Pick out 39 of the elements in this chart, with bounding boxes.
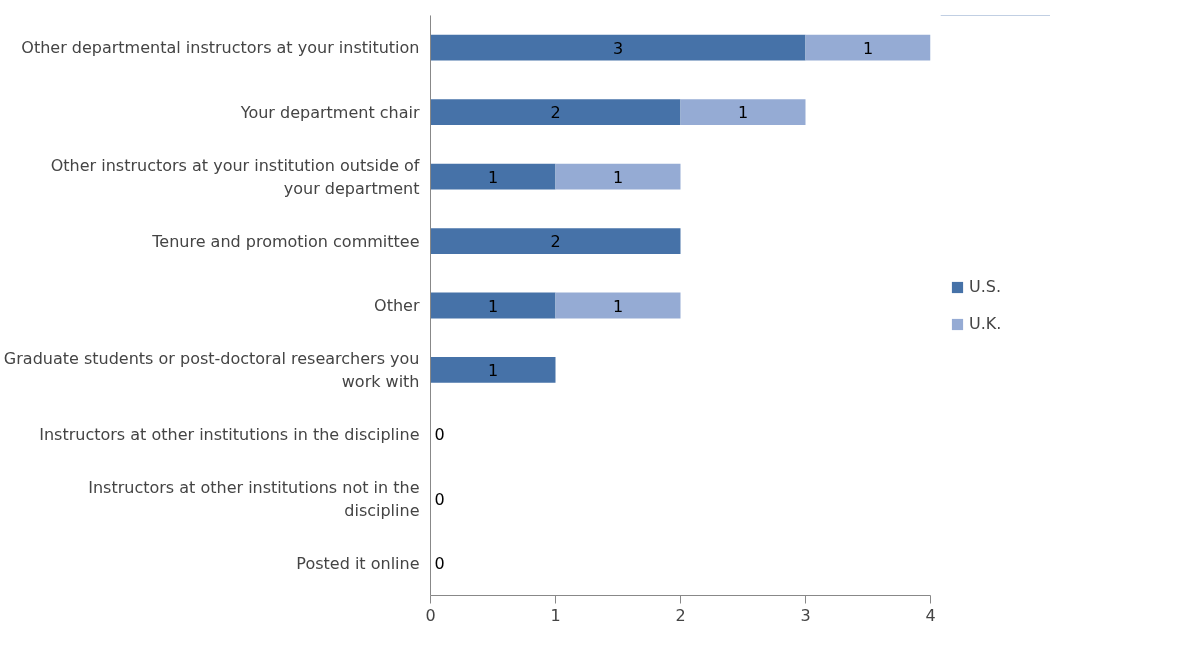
bar [430, 99, 681, 126]
bar [430, 292, 556, 319]
y-tick-label: Your department chair [239, 102, 420, 122]
bar [555, 292, 681, 319]
data-label: 1 [737, 103, 749, 123]
data-label: 1 [862, 38, 874, 58]
data-label: 2 [550, 103, 561, 123]
bar [555, 163, 681, 190]
bar [430, 357, 556, 383]
bar [805, 34, 931, 61]
y-tick-label: Other [374, 296, 420, 315]
bar [430, 228, 681, 254]
x-tick-label: 3 [800, 605, 811, 625]
data-label: 1 [487, 360, 499, 380]
y-tick-label: Posted it online [296, 553, 420, 573]
y-tick-label: Instructors at other institutions not in the discipline [88, 477, 420, 520]
legend-label: U.S. [969, 277, 1002, 296]
data-label: 1 [487, 167, 499, 187]
x-tick-label: 4 [925, 605, 936, 625]
bar [680, 99, 806, 126]
x-tick-label: 2 [675, 605, 686, 625]
y-tick-label: Graduate students or post-doctoral researchers you work with [3, 349, 420, 391]
x-tick-label: 0 [425, 605, 436, 625]
legend-label: U.K. [969, 314, 1002, 333]
bar [430, 34, 806, 61]
data-label: 3 [612, 38, 624, 58]
x-tick-label: 1 [550, 605, 561, 625]
data-label: 0 [434, 554, 445, 574]
y-tick-label: Instructors at other institutions in the discipline [39, 424, 420, 444]
y-tick-label: Other departmental instructors at your institution [21, 38, 420, 58]
data-label: 1 [612, 296, 624, 316]
data-label: 1 [612, 167, 624, 187]
y-tick-label: Other instructors at your institution outside of your department [50, 155, 420, 198]
bar [430, 163, 556, 190]
data-label: 0 [434, 425, 445, 445]
data-label: 1 [487, 296, 499, 316]
y-tick-label: Tenure and promotion committee [151, 231, 420, 251]
data-label: 0 [434, 489, 445, 509]
data-label: 2 [550, 232, 561, 252]
